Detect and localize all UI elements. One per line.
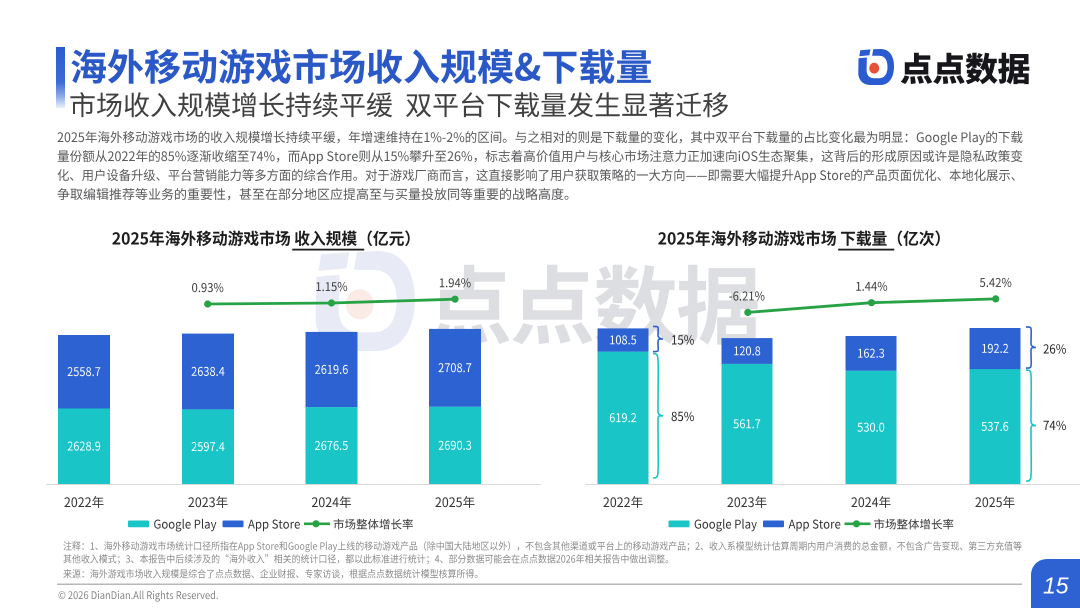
svg-text:15: 15 <box>1043 573 1069 599</box>
